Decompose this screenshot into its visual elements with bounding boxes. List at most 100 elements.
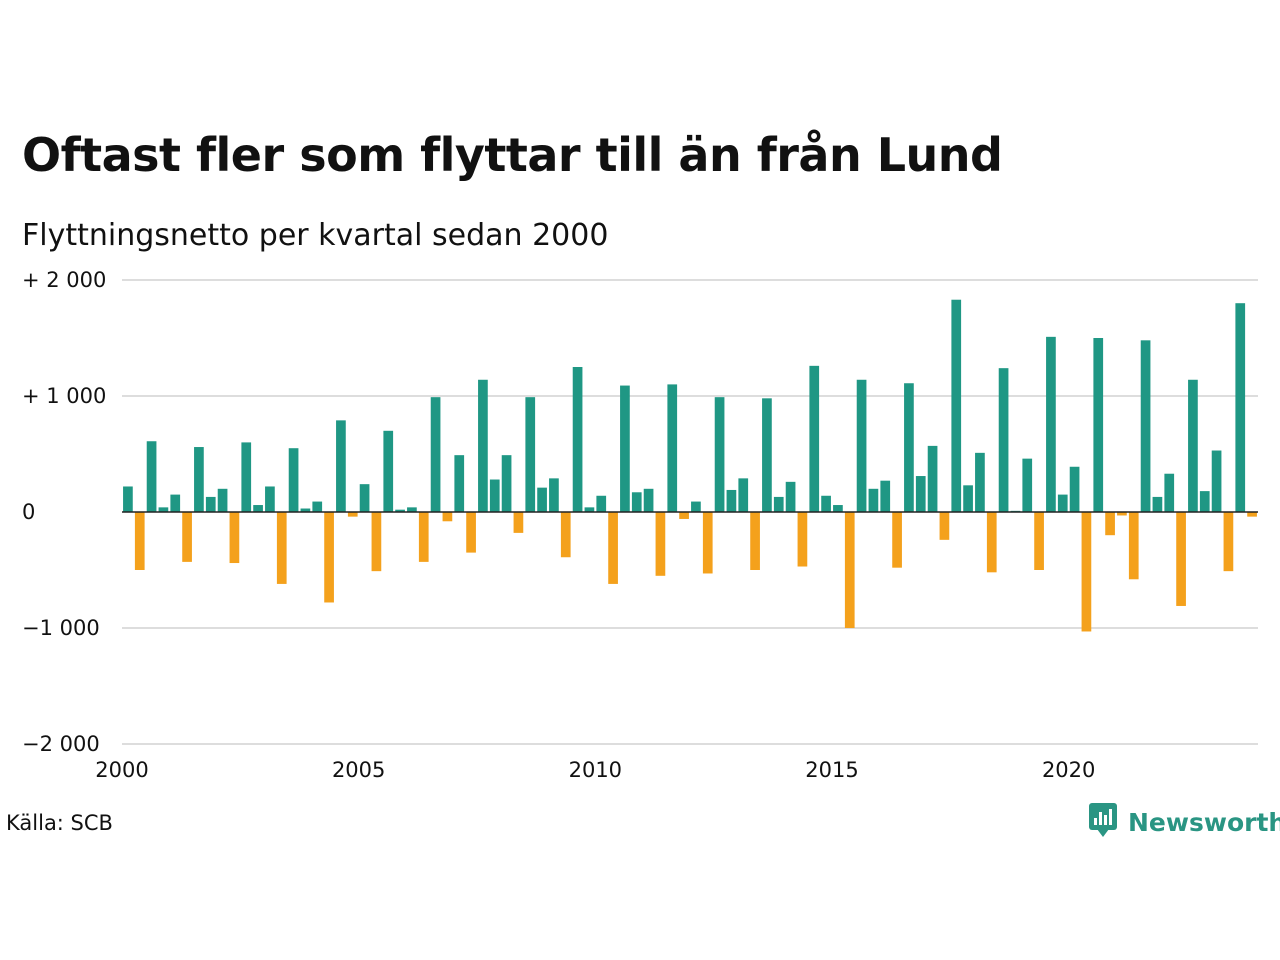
bar bbox=[1140, 340, 1151, 512]
bar bbox=[821, 495, 831, 512]
bar bbox=[347, 512, 358, 517]
bar bbox=[158, 507, 169, 512]
bar bbox=[1188, 379, 1198, 512]
bar bbox=[856, 379, 867, 512]
bar bbox=[986, 512, 997, 573]
bar bbox=[549, 478, 559, 512]
bar bbox=[383, 430, 394, 512]
y-tick-label: + 1 000 bbox=[22, 384, 106, 408]
bar bbox=[478, 379, 488, 512]
bar bbox=[312, 501, 323, 512]
bars bbox=[123, 299, 1257, 632]
bar bbox=[998, 368, 1009, 512]
bar bbox=[336, 420, 346, 512]
bar bbox=[738, 478, 749, 512]
bar bbox=[691, 501, 701, 512]
bar bbox=[975, 452, 985, 512]
y-tick-label: −2 000 bbox=[22, 732, 100, 756]
bar bbox=[395, 509, 405, 512]
bar bbox=[1093, 338, 1104, 512]
bar bbox=[572, 367, 583, 512]
bar bbox=[1152, 496, 1163, 512]
bar bbox=[1247, 512, 1257, 517]
brand-logo: Newsworthy bbox=[1088, 802, 1280, 842]
bar bbox=[833, 505, 843, 512]
bar bbox=[785, 481, 796, 512]
x-tick-label: 2000 bbox=[95, 758, 148, 782]
bar bbox=[170, 494, 181, 512]
grid-lines bbox=[122, 279, 1258, 745]
bar bbox=[182, 512, 192, 562]
bar bbox=[194, 447, 204, 512]
x-tick-label: 2015 bbox=[805, 758, 858, 782]
bar bbox=[407, 507, 417, 512]
bar bbox=[892, 512, 902, 568]
bar bbox=[927, 445, 938, 512]
bar bbox=[1022, 458, 1033, 512]
x-tick-label: 2005 bbox=[332, 758, 385, 782]
chart-subtitle: Flyttningsnetto per kvartal sedan 2000 bbox=[22, 218, 609, 253]
bar bbox=[1105, 512, 1115, 536]
bar bbox=[134, 512, 145, 570]
bar bbox=[454, 455, 465, 512]
bar bbox=[596, 495, 607, 512]
bar bbox=[620, 385, 630, 512]
bar bbox=[584, 507, 595, 512]
bar bbox=[726, 489, 737, 512]
bar bbox=[217, 488, 228, 512]
bar bbox=[608, 512, 618, 584]
y-tick-label: −1 000 bbox=[22, 616, 100, 640]
bar bbox=[714, 397, 725, 512]
bar bbox=[513, 512, 524, 533]
bar bbox=[951, 299, 962, 512]
bar bbox=[1046, 336, 1056, 512]
bar bbox=[359, 484, 370, 512]
bar bbox=[1069, 466, 1080, 512]
bar bbox=[123, 486, 133, 512]
bar bbox=[939, 512, 950, 540]
bar bbox=[489, 479, 500, 512]
bar bbox=[880, 480, 891, 512]
bar bbox=[560, 512, 571, 558]
y-tick-label: 0 bbox=[22, 500, 35, 524]
bar bbox=[1176, 512, 1186, 606]
bar bbox=[1128, 512, 1139, 580]
bar bbox=[1235, 303, 1246, 512]
bar bbox=[797, 512, 808, 567]
bar bbox=[501, 455, 512, 512]
bar bbox=[1211, 450, 1222, 512]
bar bbox=[809, 365, 820, 512]
chart-title: Oftast fler som flyttar till än från Lun… bbox=[22, 128, 1003, 182]
bar-chart-speech-bubble-icon bbox=[1088, 802, 1118, 842]
bar bbox=[762, 398, 772, 512]
bar bbox=[300, 508, 311, 512]
bar bbox=[655, 512, 666, 576]
x-axis-ticks: 2000 2005 2010 2015 2020 bbox=[95, 758, 1095, 782]
bar bbox=[418, 512, 429, 562]
bar bbox=[1164, 473, 1175, 512]
bar bbox=[1223, 512, 1234, 572]
bar bbox=[1199, 491, 1210, 512]
bar bbox=[241, 442, 252, 512]
y-tick-label: + 2 000 bbox=[22, 268, 106, 292]
bar bbox=[868, 488, 879, 512]
bar bbox=[146, 441, 157, 512]
bar bbox=[1034, 512, 1044, 570]
bar bbox=[904, 383, 914, 512]
x-tick-label: 2020 bbox=[1042, 758, 1095, 782]
bar bbox=[667, 384, 678, 512]
bar bbox=[773, 496, 784, 512]
bar bbox=[1057, 494, 1068, 512]
bar bbox=[963, 485, 973, 512]
bar bbox=[466, 512, 476, 553]
bar bbox=[1081, 512, 1092, 632]
bar bbox=[265, 486, 275, 512]
bar bbox=[253, 505, 263, 512]
bar bbox=[288, 448, 299, 512]
bar bbox=[702, 512, 713, 574]
bar bbox=[525, 397, 536, 512]
bar bbox=[324, 512, 334, 603]
bar bbox=[844, 512, 855, 628]
bar bbox=[205, 496, 216, 512]
